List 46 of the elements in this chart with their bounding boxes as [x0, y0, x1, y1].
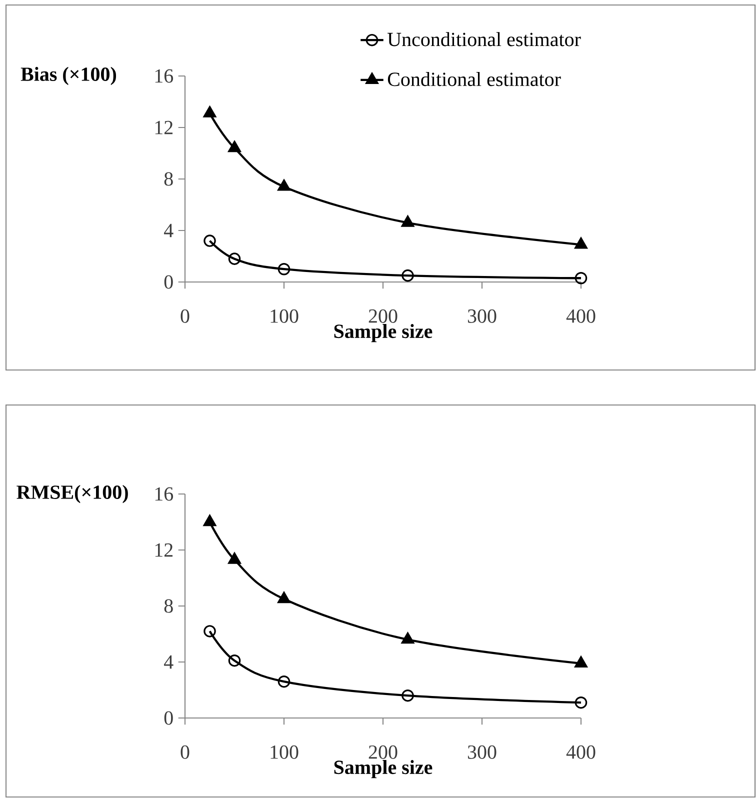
y-tick-label: 0	[164, 275, 173, 289]
point	[574, 238, 588, 249]
y-tick-label: 8	[164, 599, 173, 613]
point	[278, 262, 290, 276]
point	[228, 252, 241, 265]
point	[574, 272, 588, 284]
point	[228, 141, 241, 152]
x-tick-label: 400	[566, 745, 596, 759]
point	[203, 106, 216, 118]
x-tick-label: 300	[468, 745, 496, 759]
point	[204, 625, 216, 638]
x-tick-label: 0	[180, 309, 190, 323]
x-axis-title: Sample size	[334, 760, 432, 778]
point	[204, 234, 216, 247]
point	[402, 689, 414, 702]
point	[278, 592, 290, 604]
point	[401, 216, 414, 227]
point	[402, 269, 414, 282]
y-tick-label: 16	[155, 69, 174, 83]
x-tick-label: 200	[368, 745, 398, 759]
y-tick-label: 12	[155, 120, 173, 134]
point	[401, 632, 414, 644]
y-tick-label: 4	[164, 224, 174, 238]
x-tick-label: 300	[468, 309, 496, 323]
point	[278, 180, 290, 191]
x-tick-label: 100	[270, 309, 298, 323]
y-axis-title: Bias (×100)	[20, 66, 116, 86]
point	[574, 696, 588, 709]
y-axis-title: RMSE(×100)	[16, 484, 128, 504]
y-tick-label: 16	[155, 487, 174, 501]
x-axis-title: Sample size	[334, 324, 432, 342]
x-tick-label: 200	[368, 309, 398, 323]
point	[278, 675, 290, 688]
point	[203, 514, 216, 526]
x-tick-label: 0	[180, 745, 190, 759]
legend-label: Conditional estimator	[388, 72, 561, 86]
legend-label: Unconditional estimator	[388, 32, 581, 46]
y-tick-label: 12	[155, 543, 173, 557]
x-tick-label: 100	[270, 745, 298, 759]
x-tick-label: 400	[566, 309, 596, 323]
y-tick-label: 8	[164, 172, 173, 186]
point	[574, 656, 588, 668]
y-tick-label: 0	[164, 711, 173, 725]
y-tick-label: 4	[164, 655, 174, 669]
point	[228, 654, 241, 667]
point	[228, 552, 241, 564]
